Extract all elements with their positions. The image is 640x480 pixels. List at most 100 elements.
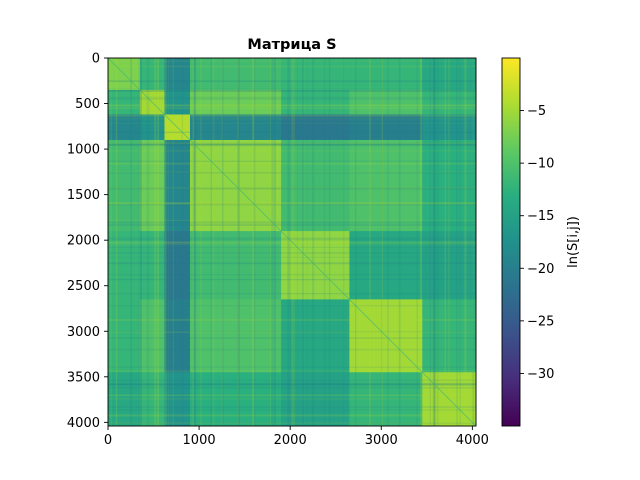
heatmap-streak — [108, 172, 476, 174]
heatmap-streak — [381, 58, 383, 426]
heatmap-streak — [108, 252, 476, 254]
heatmap-streak — [306, 58, 308, 426]
heatmap-streak — [108, 241, 476, 244]
colorbar — [501, 57, 521, 427]
heatmap-streak — [108, 202, 476, 205]
heatmap-streak — [108, 162, 476, 165]
heatmap-streak — [108, 278, 476, 281]
heatmap-streak — [146, 58, 148, 426]
heatmap-streak — [108, 143, 476, 146]
heatmap-cell — [189, 114, 282, 141]
heatmap-cell — [422, 299, 477, 373]
heatmap-streak — [432, 58, 435, 426]
heatmap-cell — [189, 58, 282, 91]
heatmap-streak — [433, 58, 435, 426]
heatmap-streak — [291, 58, 294, 426]
heatmap-cell — [422, 114, 477, 141]
heatmap-streak — [108, 379, 476, 381]
heatmap-streak — [108, 293, 476, 295]
y-tick-label: 3000 — [67, 325, 100, 340]
heatmap-cell — [281, 139, 350, 232]
heatmap-streak — [108, 90, 476, 92]
heatmap-streak — [164, 58, 167, 426]
heatmap-cell — [349, 231, 423, 300]
heatmap-streak — [192, 58, 195, 426]
heatmap-cell — [281, 58, 350, 91]
heatmap — [108, 58, 477, 427]
heatmap-streak — [108, 91, 476, 92]
heatmap-streak — [222, 58, 224, 426]
heatmap-streak — [108, 370, 476, 372]
heatmap-streak — [108, 60, 476, 62]
heatmap-streak — [108, 262, 476, 265]
heatmap-streak — [212, 58, 215, 426]
heatmap-streak — [108, 98, 476, 100]
heatmap-streak — [108, 414, 476, 417]
heatmap-streak — [141, 58, 142, 426]
heatmap-streak — [459, 58, 461, 426]
heatmap-cell — [422, 58, 477, 91]
heatmap-streak — [108, 409, 476, 411]
colorbar-tick-label: −10 — [527, 157, 554, 172]
heatmap-streak — [108, 331, 476, 333]
heatmap-streak — [157, 58, 160, 426]
heatmap-streak — [108, 384, 476, 387]
heatmap-streak — [108, 150, 476, 152]
heatmap-streak — [437, 58, 439, 426]
heatmap-streak — [312, 58, 313, 426]
heatmap-streak — [237, 58, 239, 426]
heatmap-streak — [108, 387, 476, 389]
heatmap-streak — [108, 187, 476, 189]
heatmap-streak — [343, 58, 345, 426]
heatmap-streak — [172, 58, 174, 426]
heatmap-streak — [108, 88, 476, 90]
heatmap-streak — [108, 337, 476, 339]
heatmap-streak — [108, 187, 476, 189]
heatmap-streak — [108, 90, 476, 91]
heatmap-streak — [108, 384, 476, 386]
heatmap-cell — [108, 114, 141, 141]
heatmap-streak — [115, 58, 118, 426]
y-tick-label: 1000 — [67, 143, 100, 158]
heatmap-cell — [349, 114, 423, 141]
heatmap-streak — [108, 114, 476, 117]
heatmap-streak — [108, 318, 476, 322]
heatmap-streak — [328, 58, 331, 426]
heatmap-streak — [108, 331, 476, 333]
heatmap-streak — [434, 58, 437, 426]
heatmap-streak — [387, 58, 389, 426]
heatmap-streak — [237, 58, 239, 426]
heatmap-cell — [139, 372, 165, 427]
heatmap-streak — [108, 142, 476, 145]
heatmap-cell — [189, 231, 282, 300]
heatmap-cell — [349, 89, 423, 115]
heatmap-streak — [434, 58, 436, 426]
heatmap-streak — [456, 58, 458, 426]
heatmap-streak — [210, 58, 212, 426]
heatmap-streak — [108, 221, 476, 224]
heatmap-streak — [168, 58, 170, 426]
heatmap-cell — [281, 89, 350, 115]
heatmap-streak — [108, 143, 476, 146]
heatmap-streak — [108, 383, 476, 385]
heatmap-streak — [108, 238, 476, 240]
heatmap-cell — [164, 299, 191, 373]
heatmap-streak — [110, 58, 112, 426]
heatmap-streak — [108, 118, 476, 120]
heatmap-streak — [253, 58, 256, 426]
heatmap-cell — [164, 231, 191, 300]
heatmap-cell — [281, 299, 350, 373]
x-tick-label: 1000 — [183, 433, 216, 448]
heatmap-streak — [464, 58, 467, 426]
heatmap-streak — [429, 58, 431, 426]
heatmap-streak — [288, 58, 290, 426]
heatmap-streak — [108, 406, 476, 408]
plot-frame — [107, 57, 477, 427]
heatmap-streak — [108, 273, 476, 276]
y-tick-label: 4000 — [67, 416, 100, 431]
heatmap-streak — [221, 58, 223, 426]
heatmap-streak — [108, 244, 476, 246]
heatmap-streak — [448, 58, 450, 426]
heatmap-streak — [154, 58, 157, 426]
